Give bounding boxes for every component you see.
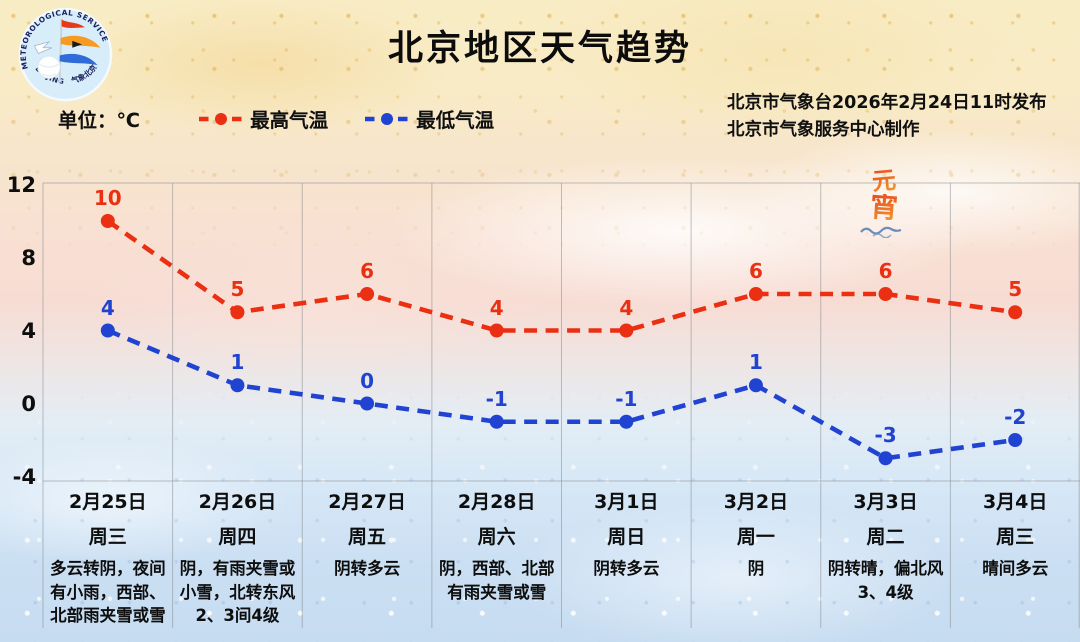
low-temp-value-label: -2 — [1004, 405, 1027, 429]
day-weather-description: 多云转阴，夜间 有小雨，西部、 北部雨夹雪或雪 — [50, 559, 166, 625]
low-temp-value-label: -1 — [485, 386, 508, 411]
high-temp-point — [878, 287, 893, 301]
y-axis-tick-label: 0 — [21, 391, 36, 416]
day-weather-description: 阴转多云 — [334, 559, 401, 578]
day-weather-description: 阴，有雨夹雪或 小雪，北转东风 2、3间4级 — [179, 559, 296, 625]
day-weekday-label: 周三 — [88, 526, 127, 548]
low-temp-value-label: -3 — [874, 423, 897, 448]
legend-label-high-temp: 最高气温 — [250, 109, 329, 132]
y-axis-tick-label: 12 — [6, 172, 36, 197]
day-weather-description: 阴转晴，偏北风 3、4级 — [827, 559, 944, 602]
legend-item-low-temp: 最低气温 — [364, 104, 494, 133]
day-weekday-label: 周二 — [866, 526, 905, 548]
high-temp-value-label: 5 — [1008, 277, 1023, 302]
day-weekday-label: 周五 — [348, 526, 387, 548]
high-temp-value-label: 5 — [230, 277, 245, 302]
low-temp-point — [360, 396, 375, 411]
high-temp-value-label: 4 — [619, 295, 634, 320]
logo-wind-vane-bird — [33, 41, 53, 55]
high-temp-point — [748, 287, 763, 301]
day-column: 3月2日周一阴 — [685, 491, 827, 581]
issue-line-1: 北京市气象台2026年2月24日11时发布 — [727, 93, 1047, 113]
day-weekday-label: 周日 — [607, 526, 646, 548]
logo-dome-lines — [39, 63, 59, 77]
day-column: 3月1日周日阴转多云 — [555, 491, 697, 581]
lantern-festival-art: 元 宵 — [855, 166, 913, 238]
low-temp-point — [230, 378, 245, 393]
legend: 单位：℃ 最高气温 最低气温 — [58, 104, 530, 133]
y-axis-tick-label: 4 — [21, 318, 36, 343]
low-temp-point — [1008, 433, 1023, 447]
high-temp-point — [489, 323, 504, 338]
legend-item-high-temp: 最高气温 — [198, 104, 328, 133]
low-temp-point — [619, 414, 634, 429]
logo-red-ribbon — [61, 19, 85, 28]
low-temp-value-label: 4 — [100, 295, 115, 320]
day-weekday-label: 周三 — [996, 526, 1035, 548]
day-date-label: 2月26日 — [198, 491, 277, 513]
day-column: 3月3日周二阴转晴，偏北风 3、4级 — [815, 491, 957, 604]
high-temp-value-label: 6 — [878, 259, 893, 283]
day-column: 2月26日周四阴，有雨夹雪或 小雪，北转东风 2、3间4级 — [166, 491, 308, 628]
high-temp-value-label: 6 — [748, 259, 763, 283]
day-weather-description: 阴，西部、北部 有雨夹雪或雪 — [438, 559, 555, 602]
high-temp-point — [360, 287, 375, 301]
day-date-label: 2月27日 — [328, 491, 406, 513]
low-temp-value-label: 1 — [230, 350, 245, 375]
high-temp-point — [619, 323, 634, 338]
issue-info: 北京市气象台2026年2月24日11时发布 北京市气象服务中心制作 — [727, 90, 1047, 144]
high-temp-value-label: 10 — [93, 186, 122, 210]
day-weekday-label: 周四 — [218, 526, 257, 548]
page-title: 北京地区天气趋势 — [387, 29, 692, 69]
issue-line-2: 北京市气象服务中心制作 — [727, 120, 920, 140]
high-temp-legend-marker — [199, 112, 244, 125]
festival-wave-icon — [860, 226, 902, 238]
day-column: 2月28日周六阴，西部、北部 有雨夹雪或雪 — [426, 491, 568, 604]
day-date-label: 2月28日 — [457, 491, 536, 513]
low-temp-legend-marker — [365, 112, 410, 125]
logo-blue-ribbon — [59, 53, 98, 66]
day-column: 3月4日周三晴间多云 — [944, 491, 1080, 581]
low-temp-point — [100, 323, 115, 338]
logo-mast — [58, 18, 63, 83]
high-temp-value-label: 4 — [489, 295, 504, 320]
festival-character-yuan: 元 — [855, 166, 913, 196]
y-axis-tick-label: 8 — [21, 245, 36, 270]
festival-character-xiao: 宵 — [855, 190, 913, 225]
day-column: 2月27日周五阴转多云 — [296, 491, 438, 581]
low-temp-value-label: -1 — [615, 386, 638, 411]
logo-orange-ribbon — [60, 35, 101, 48]
day-date-label: 3月3日 — [853, 491, 918, 513]
low-temp-point — [878, 451, 893, 466]
low-temp-value-label: 1 — [748, 350, 763, 375]
low-temp-point — [489, 414, 504, 429]
day-date-label: 2月25日 — [68, 491, 147, 513]
y-axis-tick-label: -4 — [12, 464, 36, 489]
day-weekday-label: 周一 — [736, 526, 775, 548]
logo-arrow — [72, 40, 82, 48]
day-column: 2月25日周三多云转阴，夜间 有小雨，西部、 北部雨夹雪或雪 — [37, 491, 179, 628]
high-temp-point — [1008, 305, 1023, 320]
high-temp-value-label: 6 — [360, 259, 375, 283]
low-temp-point — [748, 378, 763, 393]
unit-label: 单位：℃ — [58, 109, 141, 132]
high-temp-point — [230, 305, 245, 320]
day-date-label: 3月4日 — [982, 491, 1048, 513]
day-weather-description: 阴 — [747, 559, 765, 578]
beijing-meteorological-service-logo: METEOROLOGICAL SERVICE BEIJING 气象北京 — [19, 7, 113, 102]
day-weather-description: 阴转多云 — [593, 559, 660, 578]
high-temp-point — [100, 214, 115, 228]
day-weather-description: 晴间多云 — [982, 559, 1049, 578]
low-temp-value-label: 0 — [360, 368, 375, 393]
legend-label-low-temp: 最低气温 — [416, 109, 495, 132]
day-date-label: 3月2日 — [723, 491, 789, 513]
day-date-label: 3月1日 — [594, 491, 659, 513]
day-weekday-label: 周六 — [477, 526, 516, 548]
